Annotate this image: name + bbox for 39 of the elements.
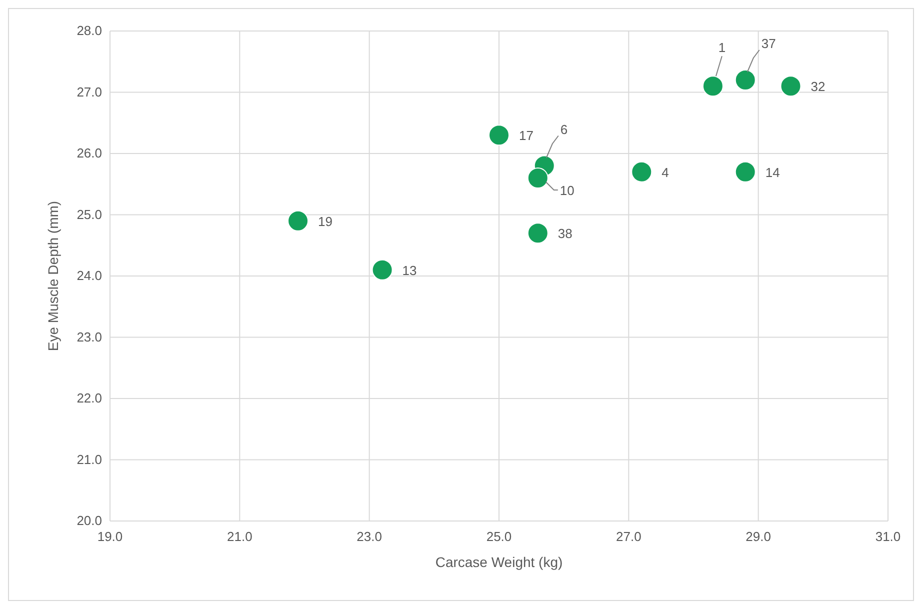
y-tick-label: 21.0 — [76, 452, 102, 467]
y-axis-title: Eye Muscle Depth (mm) — [45, 200, 61, 352]
point — [488, 124, 510, 146]
y-tick-label: 22.0 — [76, 390, 102, 406]
annotation: 4 — [662, 164, 669, 180]
annotation: 6 — [560, 122, 568, 137]
y-tick-label: 20.0 — [76, 513, 102, 528]
x-tick-label: 29.0 — [746, 529, 771, 544]
point — [780, 76, 802, 97]
point — [527, 168, 548, 188]
x-tick-label: 21.0 — [227, 529, 252, 544]
x-tick-label: 31.0 — [875, 529, 901, 544]
annotation: 10 — [560, 183, 574, 198]
y-tick-label: 24.0 — [76, 268, 102, 283]
point — [288, 210, 309, 232]
point — [372, 259, 393, 280]
annotation: 32 — [810, 79, 826, 94]
x-tick-label: 27.0 — [616, 529, 642, 544]
annotation: 38 — [558, 226, 572, 242]
y-tick-label: 23.0 — [76, 329, 102, 344]
annotation: 1 — [718, 40, 726, 56]
point — [631, 161, 652, 182]
point — [734, 70, 756, 90]
annotation: 19 — [318, 214, 332, 229]
x-tick-label: 19.0 — [97, 529, 123, 544]
annotation: 17 — [519, 128, 534, 144]
annotation: 13 — [402, 262, 417, 278]
y-tick-label: 27.0 — [76, 84, 102, 100]
point — [734, 161, 756, 182]
x-tick-label: 23.0 — [356, 529, 382, 544]
x-tick-label: 25.0 — [486, 529, 512, 544]
annotation: 37 — [761, 36, 776, 51]
y-tick-label: 26.0 — [76, 146, 102, 160]
y-tick-label: 25.0 — [76, 206, 102, 222]
x-axis-title: Carcase Weight (kg) — [435, 554, 563, 570]
point — [702, 76, 724, 97]
annotation: 14 — [765, 164, 780, 180]
y-tick-label: 28.0 — [76, 23, 102, 38]
point — [527, 222, 548, 244]
